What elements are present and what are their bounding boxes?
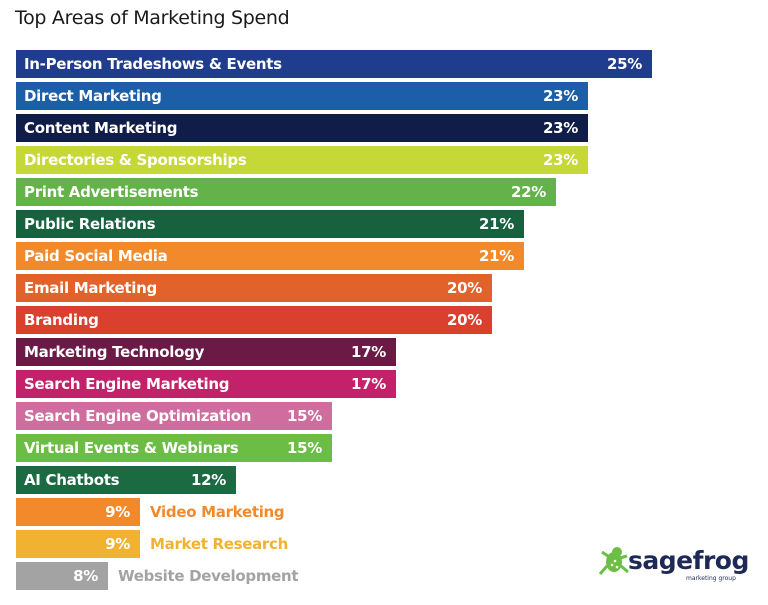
value-label: 20% [446,311,482,329]
category-label: Content Marketing [24,119,178,137]
category-label: Search Engine Optimization [24,407,252,425]
value-label: 23% [542,151,578,169]
bar: 15% Search Engine Optimization [16,402,332,430]
bar: 23% Direct Marketing [16,82,588,110]
category-label: Market Research [150,535,289,553]
category-label: Website Development [118,567,299,585]
bar: 22% Print Advertisements [16,178,556,206]
category-label: Print Advertisements [24,183,199,201]
value-label: 21% [478,247,514,265]
bar: 9% Video Marketing [16,498,285,526]
bar: 23% Directories & Sponsorships [16,146,588,174]
value-label: 15% [286,439,322,457]
bar: 23% Content Marketing [16,114,588,142]
value-label: 15% [286,407,322,425]
value-label: 17% [350,375,386,393]
bar: 17% Search Engine Marketing [16,370,396,398]
frog-icon [598,547,629,575]
value-label: 12% [190,471,226,489]
value-label: 8% [73,567,98,585]
category-label: AI Chatbots [24,471,120,489]
category-label: Virtual Events & Webinars [24,439,239,457]
value-label: 9% [105,503,130,521]
value-label: 23% [542,87,578,105]
category-label: Directories & Sponsorships [24,151,247,169]
value-label: 21% [478,215,514,233]
category-label: Direct Marketing [24,87,162,105]
category-label: Branding [24,311,99,329]
category-label: Email Marketing [24,279,157,297]
bar: 25% In-Person Tradeshows & Events [16,50,652,78]
logo-text: sagefrog [628,546,749,575]
bar: 20% Email Marketing [16,274,492,302]
bar: 15% Virtual Events & Webinars [16,434,332,462]
value-label: 9% [105,535,130,553]
bar: 21% Paid Social Media [16,242,524,270]
sagefrog-logo: sagefrog marketing group [598,544,749,584]
bar: 20% Branding [16,306,492,334]
value-label: 20% [446,279,482,297]
bar: 8% Website Development [16,562,299,590]
value-label: 22% [510,183,546,201]
logo-subtext: marketing group [686,575,736,582]
bar: 21% Public Relations [16,210,524,238]
category-label: Video Marketing [150,503,285,521]
bar: 12% AI Chatbots [16,466,236,494]
value-label: 25% [606,55,642,73]
value-label: 17% [350,343,386,361]
category-label: Paid Social Media [24,247,168,265]
bar: 17% Marketing Technology [16,338,396,366]
category-label: Search Engine Marketing [24,375,230,393]
category-label: Public Relations [24,215,156,233]
category-label: In-Person Tradeshows & Events [24,55,282,73]
category-label: Marketing Technology [24,343,205,361]
bar: 9% Market Research [16,530,288,558]
value-label: 23% [542,119,578,137]
chart-title: Top Areas of Marketing Spend [15,7,290,29]
